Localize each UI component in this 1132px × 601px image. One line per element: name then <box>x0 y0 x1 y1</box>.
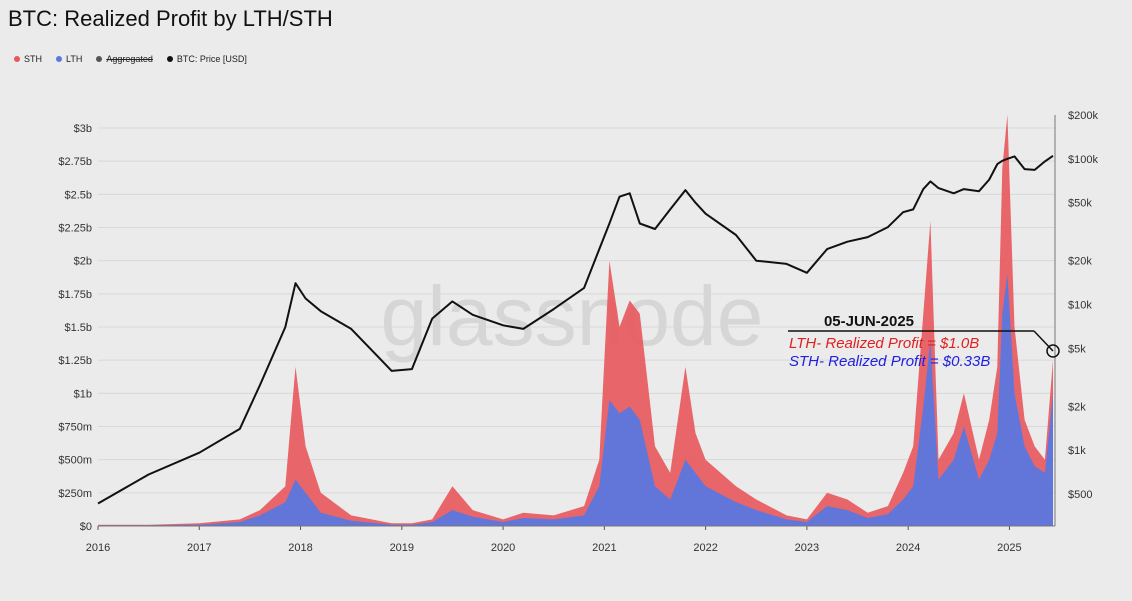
axes: $0 $250m $500m $750m $1b $1.25b $1.5b $1.75b $2b… <box>58 110 1098 554</box>
legend-dot-price <box>166 56 173 62</box>
x-tick: 2016 <box>86 542 110 554</box>
y-left-tick: $3b <box>74 123 92 135</box>
y-left-tick: $0 <box>80 521 92 533</box>
y-right-tick: $10k <box>1068 300 1092 312</box>
x-tick: 2023 <box>795 542 819 554</box>
y-right-tick: $1k <box>1068 445 1086 457</box>
x-tick: 2018 <box>288 542 312 554</box>
chart-legend: STH LTH Aggregated BTC: Price [USD] <box>14 54 247 64</box>
y-right-tick: $100k <box>1068 154 1098 166</box>
y-right-tick: $500 <box>1068 489 1092 501</box>
x-tick: 2024 <box>896 542 920 554</box>
y-left-tick: $2.5b <box>64 189 92 201</box>
annotation-marker <box>1046 344 1060 358</box>
y-left-tick: $2b <box>74 256 92 268</box>
x-tick: 2019 <box>390 542 414 554</box>
x-tick: 2020 <box>491 542 515 554</box>
area-series <box>98 114 1053 526</box>
page-title: BTC: Realized Profit by LTH/STH <box>8 6 333 31</box>
y-right-tick: $5k <box>1068 343 1086 355</box>
annotation-sth: STH- Realized Profit = $0.33B <box>789 353 990 370</box>
legend-label-aggregated: Aggregated <box>106 54 153 64</box>
y-left-tick: $1b <box>74 388 92 400</box>
legend-dot-sth <box>14 56 20 62</box>
y-right-tick: $50k <box>1068 198 1092 210</box>
annotation-lth: LTH- Realized Profit = $1.0B <box>789 335 979 352</box>
y-right-tick: $20k <box>1068 256 1092 268</box>
x-tick: 2017 <box>187 542 211 554</box>
y-left-tick: $500m <box>58 455 92 467</box>
annotation: 05-JUN-2025 LTH- Realized Profit = $1.0B… <box>788 313 1060 370</box>
x-tick: 2021 <box>592 542 616 554</box>
annotation-date: 05-JUN-2025 <box>824 313 914 330</box>
area-lth <box>98 273 1053 526</box>
y-right-tick: $200k <box>1068 110 1098 122</box>
annotation-pointer <box>1033 330 1054 352</box>
y-left-tick: $1.75b <box>58 289 92 301</box>
y-right-tick: $2k <box>1068 401 1086 413</box>
grid-lines <box>98 127 1055 527</box>
y-left-tick: $1.25b <box>58 355 92 367</box>
y-left-tick: $2.75b <box>58 156 92 168</box>
legend-label-lth: LTH <box>66 54 83 64</box>
legend-dot-aggregated <box>96 56 103 62</box>
line-price <box>97 154 1054 505</box>
legend-item-price[interactable]: BTC: Price [USD] <box>166 54 247 64</box>
legend-dot-lth <box>56 56 62 62</box>
price-series <box>97 154 1054 505</box>
legend-item-sth[interactable]: STH <box>14 54 42 64</box>
legend-label-sth: STH <box>24 54 42 64</box>
x-tick: 2022 <box>693 542 717 554</box>
legend-item-lth[interactable]: LTH <box>56 54 82 64</box>
y-left-tick: $1.5b <box>64 322 92 334</box>
y-left-tick: $750m <box>58 422 92 434</box>
legend-item-aggregated[interactable]: Aggregated <box>96 54 153 64</box>
y-left-tick: $250m <box>58 488 92 500</box>
y-left-tick: $2.25b <box>58 223 92 235</box>
x-tick: 2025 <box>997 542 1021 554</box>
watermark: glassnode <box>381 269 764 363</box>
legend-label-price: BTC: Price [USD] <box>176 54 247 64</box>
